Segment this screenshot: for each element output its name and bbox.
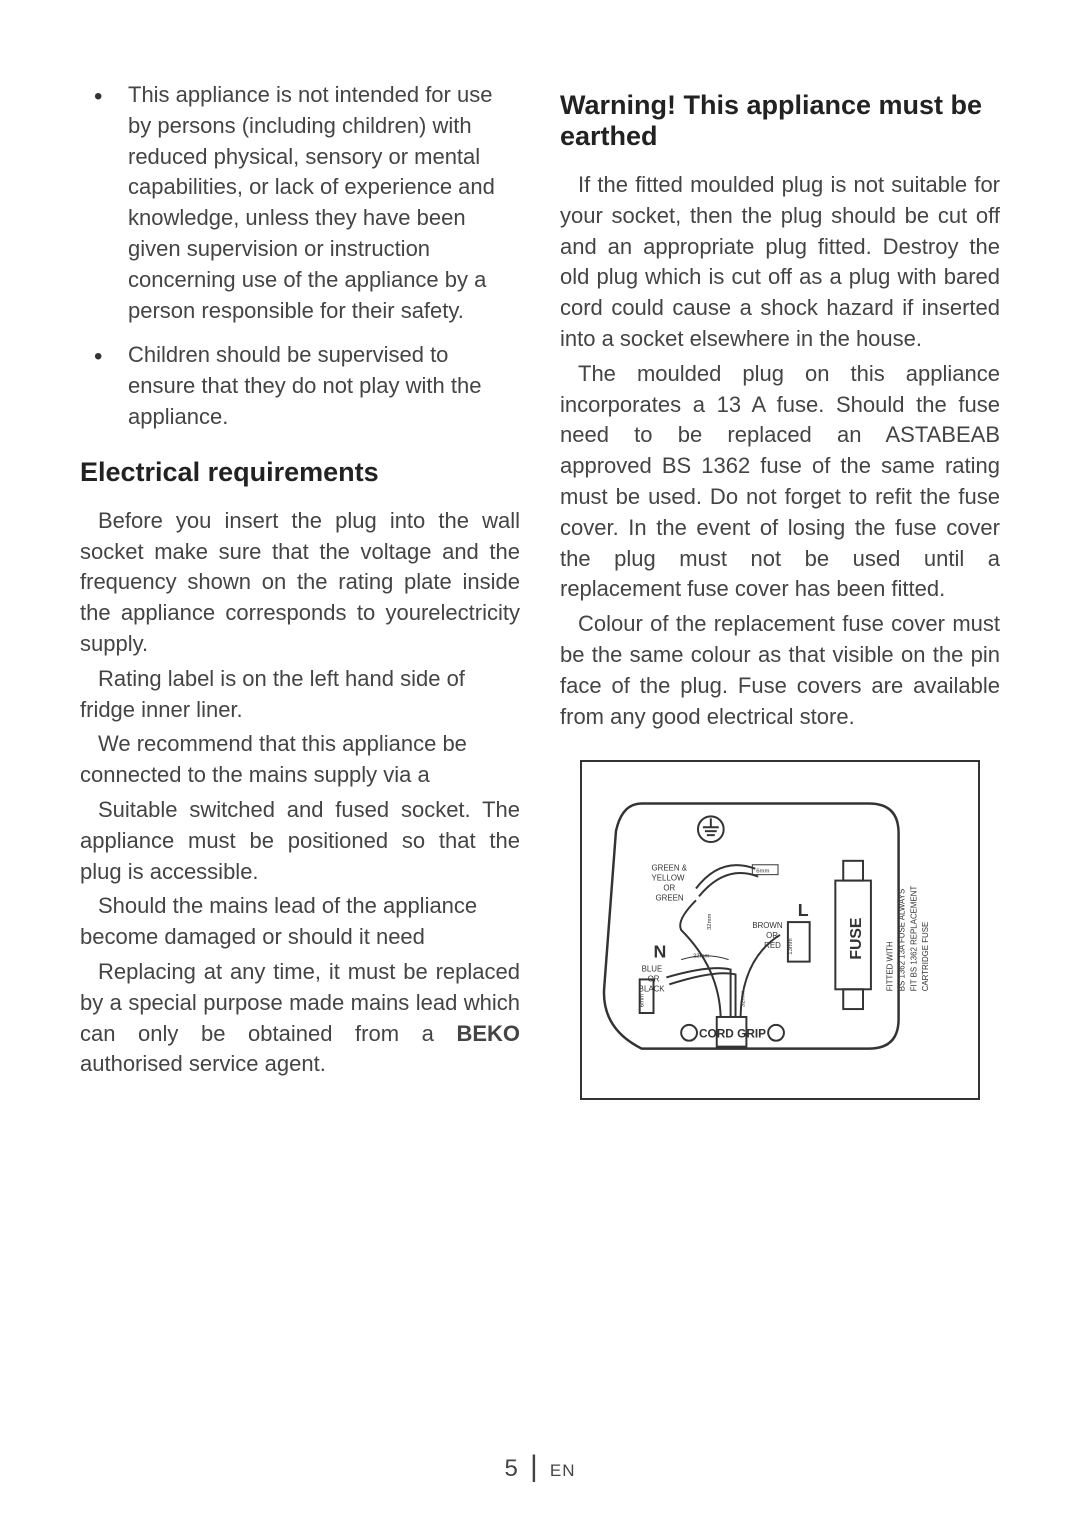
plug-svg: GREEN & YELLOW OR GREEN 6mm L BROWN OR R…	[582, 762, 978, 1098]
plug-wiring-diagram: GREEN & YELLOW OR GREEN 6mm L BROWN OR R…	[580, 760, 980, 1100]
right-column: Warning! This appliance must be earthed …	[560, 80, 1000, 1100]
para: The moulded plug on this appliance incor…	[560, 359, 1000, 605]
earth-label-4: GREEN	[655, 894, 683, 903]
dim-6mm-b: 6mm	[640, 994, 646, 1007]
cord-grip-label: CORD GRIP	[699, 1027, 766, 1041]
cord-grip-screw	[681, 1025, 697, 1041]
live-line2: OR	[766, 931, 778, 940]
page-footer: 5 | EN	[0, 1450, 1080, 1484]
page-number: 5	[504, 1455, 517, 1482]
footer-separator: |	[530, 1450, 538, 1483]
para: Should the mains lead of the appliance b…	[80, 891, 520, 953]
electrical-heading: Electrical requirements	[80, 457, 520, 488]
neutral-line1: BLUE	[642, 965, 663, 974]
side-text-4: CARTRIDGE FUSE	[921, 922, 930, 992]
side-text-3: FIT BS 1362 REPLACEMENT	[909, 886, 918, 992]
para: Suitable switched and fused socket. The …	[80, 795, 520, 887]
para-tail: authorised service agent.	[80, 1051, 326, 1076]
dim-32mm-a: 32mm	[707, 914, 713, 930]
para: Before you insert the plug into the wall…	[80, 506, 520, 660]
side-text-1: FITTED WITH	[886, 941, 895, 991]
dim-32mm-b: 32mm	[740, 991, 746, 1007]
bullet-item: This appliance is not intended for use b…	[80, 80, 520, 326]
side-text-2: BS 1362 13A FUSE ALWAYS	[898, 889, 907, 991]
live-line1: BROWN	[752, 921, 783, 930]
para: Rating label is on the left hand side of…	[80, 664, 520, 726]
neutral-line3: BLACK	[639, 985, 666, 994]
dim-6mm: 6mm	[756, 869, 769, 875]
left-column: This appliance is not intended for use b…	[80, 80, 520, 1100]
earth-label-2: YELLOW	[652, 874, 685, 883]
live-label: L	[798, 901, 809, 921]
para: We recommend that this appliance be conn…	[80, 729, 520, 791]
dim-22mm: 22mm	[693, 954, 709, 960]
earth-label-3: OR	[663, 884, 675, 893]
fuse-label: FUSE	[848, 918, 865, 960]
dim-13mm: 13mm	[788, 939, 794, 955]
para: Replacing at any time, it must be replac…	[80, 957, 520, 1080]
bullet-item: Children should be supervised to ensure …	[80, 340, 520, 432]
para: If the fitted moulded plug is not suitab…	[560, 170, 1000, 355]
para: Colour of the replacement fuse cover mus…	[560, 609, 1000, 732]
para-text: Replacing at any time, it must be replac…	[80, 959, 520, 1046]
earth-label-1: GREEN &	[652, 864, 688, 873]
brand-bold: BEKO	[456, 1021, 520, 1046]
neutral-label: N	[654, 942, 667, 962]
safety-bullets: This appliance is not intended for use b…	[80, 80, 520, 433]
neutral-line2: OR	[648, 975, 660, 984]
cord-grip-screw	[768, 1025, 784, 1041]
warning-heading: Warning! This appliance must be earthed	[560, 90, 1000, 152]
footer-lang: EN	[550, 1461, 576, 1480]
